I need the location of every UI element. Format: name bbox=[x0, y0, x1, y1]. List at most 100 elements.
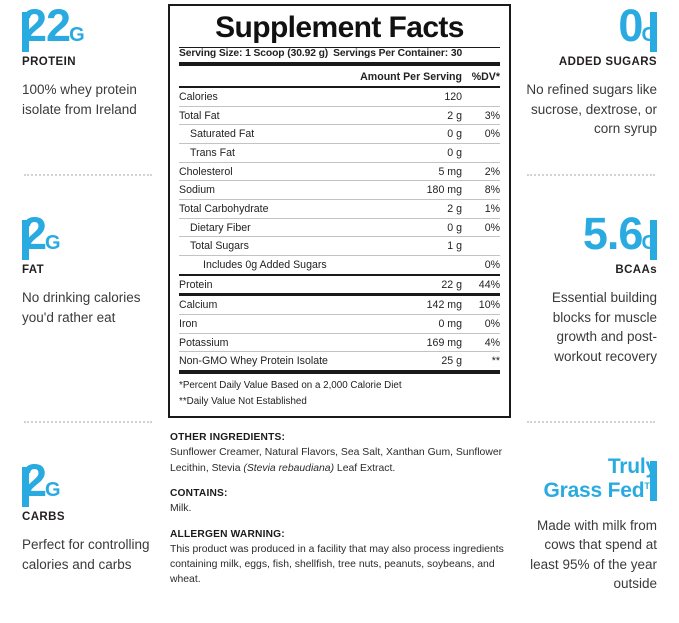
brand-line-1: Truly bbox=[607, 455, 657, 478]
table-row: Protein 22 g 44% bbox=[179, 273, 500, 297]
fat-number: 2 bbox=[22, 208, 47, 259]
row-name: Iron bbox=[179, 314, 361, 334]
table-row: Total Sugars 1 g bbox=[179, 236, 500, 257]
truly-grass-fed-logo: Truly Grass FedTM bbox=[525, 455, 657, 504]
row-name: Protein bbox=[179, 273, 361, 297]
fact-block-carbs: 2G CARBS Perfect for controlling calorie… bbox=[22, 423, 154, 623]
row-name: Calories bbox=[179, 86, 361, 107]
protein-number: 22 bbox=[22, 0, 71, 51]
brand-line-2: Grass Fed bbox=[543, 479, 645, 503]
row-amount bbox=[360, 255, 462, 276]
right-facts-column: 0G ADDED SUGARS No refined sugars like s… bbox=[519, 0, 679, 619]
supplement-facts-column: Supplement Facts Serving Size: 1 Scoop (… bbox=[160, 0, 519, 619]
table-row: Dietary Fiber 0 g 0% bbox=[179, 218, 500, 238]
table-row: Includes 0g Added Sugars 0% bbox=[179, 255, 500, 276]
row-dv: 0% bbox=[462, 314, 500, 334]
row-amount: 0 g bbox=[360, 143, 462, 163]
ingredients-part-2: Leaf Extract. bbox=[334, 462, 396, 474]
row-dv bbox=[462, 236, 500, 257]
row-amount: 120 bbox=[360, 86, 462, 107]
row-name: Dietary Fiber bbox=[179, 218, 361, 238]
fat-unit: G bbox=[45, 232, 61, 254]
table-row: Iron 0 mg 0% bbox=[179, 314, 500, 334]
header-thick-rule bbox=[179, 61, 500, 66]
fact-block-truly-grass-fed: Truly Grass FedTM Made with milk from co… bbox=[525, 423, 657, 623]
row-amount: 5 mg bbox=[360, 162, 462, 182]
row-dv: 2% bbox=[462, 162, 500, 182]
ingredients-latin-name: (Stevia rebaudiana) bbox=[243, 462, 335, 474]
added-sugars-label: ADDED SUGARS bbox=[558, 56, 657, 69]
ingredients-part-1: Sunflower Creamer, Natural Flavors, Sea … bbox=[170, 447, 503, 474]
row-amount: 2 g bbox=[360, 106, 462, 126]
truly-grass-fed-description: Made with milk from cows that spend at l… bbox=[530, 517, 657, 592]
left-facts-column: 22G PROTEIN 100% whey protein isolate fr… bbox=[0, 0, 160, 619]
trademark-symbol: TM bbox=[644, 481, 657, 492]
row-amount: 0 g bbox=[360, 218, 462, 238]
serving-size: Serving Size: 1 Scoop (30.92 g) bbox=[179, 47, 329, 59]
table-row: Calories 120 bbox=[179, 86, 500, 107]
bcaas-description: Essential building blocks for muscle gro… bbox=[551, 290, 657, 364]
row-name: Total Fat bbox=[179, 106, 361, 126]
contains-heading: CONTAINS: bbox=[170, 488, 228, 500]
carbs-description: Perfect for controlling calories and car… bbox=[22, 537, 150, 572]
other-ingredients-heading: OTHER INGREDIENTS: bbox=[170, 432, 286, 444]
accent-bar-icon bbox=[22, 220, 29, 260]
right-separator-2 bbox=[525, 421, 657, 423]
accent-bar-icon bbox=[650, 12, 657, 52]
row-dv: 0% bbox=[462, 124, 500, 144]
accent-bar-icon bbox=[650, 220, 657, 260]
protein-description: 100% whey protein isolate from Ireland bbox=[22, 82, 137, 117]
fat-value: 2G bbox=[22, 211, 154, 256]
protein-label: PROTEIN bbox=[22, 56, 76, 69]
fact-block-bcaas: 5.6G BCAAs Essential building blocks for… bbox=[525, 176, 657, 421]
header-amount-per-serving: Amount Per Serving bbox=[360, 65, 462, 88]
accent-bar-icon bbox=[650, 461, 657, 501]
row-dv: 10% bbox=[462, 294, 500, 316]
row-amount: 142 mg bbox=[360, 294, 462, 316]
dotted-divider bbox=[24, 174, 152, 176]
other-ingredients-text: Sunflower Creamer, Natural Flavors, Sea … bbox=[170, 445, 509, 476]
header-spacer bbox=[179, 65, 361, 88]
row-name: Calcium bbox=[179, 294, 361, 316]
row-dv: 8% bbox=[462, 180, 500, 200]
carbs-number: 2 bbox=[22, 455, 47, 506]
added-sugars-value: 0G bbox=[525, 3, 657, 48]
row-dv: 1% bbox=[462, 199, 500, 219]
bcaas-unit: G bbox=[641, 232, 657, 254]
row-dv bbox=[462, 143, 500, 163]
row-dv: 3% bbox=[462, 106, 500, 126]
row-name: Trans Fat bbox=[179, 143, 361, 163]
dotted-divider bbox=[24, 421, 152, 423]
row-amount: 2 g bbox=[360, 199, 462, 219]
dotted-divider bbox=[527, 174, 655, 176]
header-percent-dv: %DV* bbox=[462, 65, 500, 88]
row-amount: 169 mg bbox=[360, 333, 462, 353]
bcaas-value: 5.6G bbox=[525, 211, 657, 256]
fat-label: FAT bbox=[22, 264, 45, 277]
serving-info: Serving Size: 1 Scoop (30.92 g) Servings … bbox=[179, 48, 500, 62]
right-separator-1 bbox=[525, 174, 657, 176]
fat-description: No drinking calories you'd rather eat bbox=[22, 290, 141, 325]
row-name: Total Carbohydrate bbox=[179, 199, 361, 219]
row-dv: 44% bbox=[462, 273, 500, 297]
footnote-percent-dv: *Percent Daily Value Based on a 2,000 Ca… bbox=[179, 380, 402, 392]
added-sugars-unit: G bbox=[641, 24, 657, 46]
nutrition-table: Amount Per Serving %DV* Calories 120 Tot… bbox=[179, 65, 500, 375]
dotted-divider bbox=[527, 421, 655, 423]
bcaas-label: BCAAs bbox=[615, 264, 657, 277]
table-row: Cholesterol 5 mg 2% bbox=[179, 162, 500, 182]
row-name: Potassium bbox=[179, 333, 361, 353]
left-separator-2 bbox=[22, 421, 154, 423]
carbs-label: CARBS bbox=[22, 511, 65, 524]
added-sugars-description: No refined sugars like sucrose, dextrose… bbox=[526, 82, 657, 137]
added-sugars-number: 0 bbox=[618, 0, 643, 51]
row-name: Sodium bbox=[179, 180, 361, 200]
row-dv: ** bbox=[462, 351, 500, 375]
row-amount: 1 g bbox=[360, 236, 462, 257]
table-row: Total Fat 2 g 3% bbox=[179, 106, 500, 126]
table-row: Sodium 180 mg 8% bbox=[179, 180, 500, 200]
row-dv: 4% bbox=[462, 333, 500, 353]
row-name: Cholesterol bbox=[179, 162, 361, 182]
table-row: Trans Fat 0 g bbox=[179, 143, 500, 163]
